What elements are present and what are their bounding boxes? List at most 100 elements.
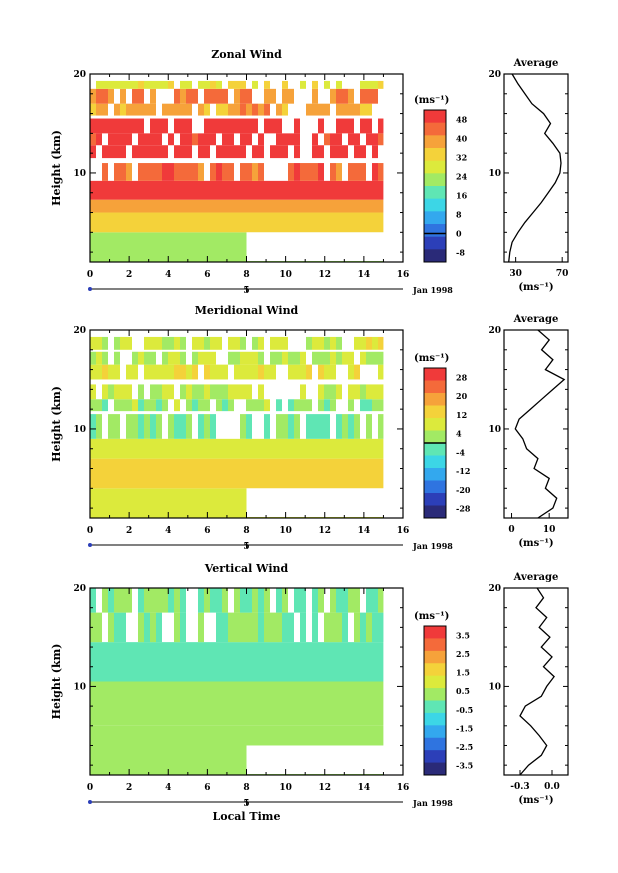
colorbar-swatch xyxy=(424,455,446,469)
average-title: Average xyxy=(513,572,559,583)
heatmap-cell xyxy=(90,414,96,439)
heatmap-cell xyxy=(162,163,168,181)
heatmap-cell xyxy=(156,118,162,134)
heatmap-cell xyxy=(198,351,204,365)
heatmap-cell xyxy=(180,88,186,104)
heatmap-cell xyxy=(198,588,204,613)
heatmap-cell xyxy=(150,103,156,116)
heatmap-cell xyxy=(102,103,108,116)
heatmap-cell xyxy=(96,336,102,350)
heatmap-cell xyxy=(108,80,114,89)
heatmap-cell xyxy=(258,364,264,380)
heatmap-cell xyxy=(162,118,168,134)
heatmap-cell xyxy=(240,351,246,365)
heatmap-cell xyxy=(198,399,204,412)
heatmap-cell xyxy=(300,351,306,365)
heatmap-cell xyxy=(156,145,162,159)
heatmap-cell xyxy=(354,336,360,350)
heatmap-cell xyxy=(264,399,270,412)
heatmap-cell xyxy=(138,88,144,104)
heatmap-cell xyxy=(150,133,156,146)
heatmap-cell xyxy=(228,399,234,412)
heatmap-cell xyxy=(360,88,366,104)
heatmap-cell xyxy=(240,118,246,134)
heatmap-cell xyxy=(300,163,306,181)
heatmap-cell xyxy=(216,364,222,380)
heatmap-cell xyxy=(294,145,300,159)
heatmap-cell xyxy=(252,163,258,181)
heatmap-cell xyxy=(150,80,156,89)
colorbar-swatch xyxy=(424,148,446,162)
heatmap-cell xyxy=(336,384,342,400)
heatmap-cell xyxy=(234,80,240,89)
heatmap-cell xyxy=(336,145,342,159)
heatmap-cell xyxy=(216,399,222,412)
colorbar-label: -3.5 xyxy=(456,761,473,771)
x-tick-label: 6 xyxy=(204,526,210,536)
heatmap-cell xyxy=(150,163,156,181)
heatmap-cell xyxy=(114,118,120,134)
heatmap-band xyxy=(90,438,384,459)
heatmap-cell xyxy=(162,145,168,159)
heatmap-cell xyxy=(246,88,252,104)
date-axis-start-marker xyxy=(88,800,92,804)
heatmap-cell xyxy=(168,384,174,400)
heatmap-cell xyxy=(336,612,342,643)
heatmap-cell xyxy=(306,364,312,380)
heatmap-cell xyxy=(138,588,144,613)
heatmap-cell xyxy=(348,133,354,146)
heatmap-cell xyxy=(114,351,120,365)
colorbar-label: -1.5 xyxy=(456,723,473,733)
heatmap-cell xyxy=(366,88,372,104)
heatmap-cell xyxy=(240,133,246,146)
colorbar-label: 20 xyxy=(456,391,468,401)
heatmap-cell xyxy=(168,364,174,380)
colorbar-label: -12 xyxy=(456,466,470,476)
heatmap-cell xyxy=(372,163,378,181)
heatmap-cell xyxy=(102,118,108,134)
heatmap-cell xyxy=(336,351,342,365)
heatmap-cell xyxy=(120,399,126,412)
heatmap-cell xyxy=(126,103,132,116)
heatmap-cell xyxy=(120,384,126,400)
heatmap-cell xyxy=(96,399,102,412)
heatmap-cell xyxy=(192,384,198,400)
heatmap-cell xyxy=(204,88,210,104)
date-axis-label: 5 xyxy=(243,542,249,552)
heatmap-cell xyxy=(252,145,258,159)
heatmap-cell xyxy=(120,133,126,146)
heatmap-cell xyxy=(360,80,366,89)
heatmap-cell xyxy=(228,351,234,365)
heatmap-cell xyxy=(162,364,168,380)
heatmap-cell xyxy=(336,336,342,350)
heatmap-cell xyxy=(216,612,222,643)
heatmap-cell xyxy=(288,414,294,439)
heatmap-cell xyxy=(108,384,114,400)
heatmap-cell xyxy=(192,351,198,365)
colorbar-swatch xyxy=(424,211,446,225)
heatmap-cell xyxy=(180,351,186,365)
heatmap-cell xyxy=(240,384,246,400)
heatmap-cell xyxy=(378,414,384,439)
heatmap-cell xyxy=(348,103,354,116)
heatmap-cell xyxy=(216,336,222,350)
heatmap-cell xyxy=(216,384,222,400)
heatmap-cell xyxy=(114,336,120,350)
heatmap-cell xyxy=(156,336,162,350)
y-axis-label: Height (km) xyxy=(50,644,63,720)
colorbar-unit: (ms⁻¹) xyxy=(414,95,449,106)
heatmap-cell xyxy=(246,364,252,380)
heatmap-cell xyxy=(102,364,108,380)
heatmap-cell xyxy=(216,118,222,134)
colorbar-label: 48 xyxy=(456,115,468,125)
heatmap-cell xyxy=(276,399,282,412)
heatmap-cell xyxy=(228,133,234,146)
heatmap-cell xyxy=(150,414,156,439)
heatmap-cell xyxy=(90,88,96,104)
heatmap-cell xyxy=(90,336,96,350)
heatmap-cell xyxy=(300,399,306,412)
average-frame xyxy=(503,73,569,263)
colorbar-swatch xyxy=(424,236,446,250)
heatmap-cell xyxy=(126,133,132,146)
heatmap-cell xyxy=(132,103,138,116)
